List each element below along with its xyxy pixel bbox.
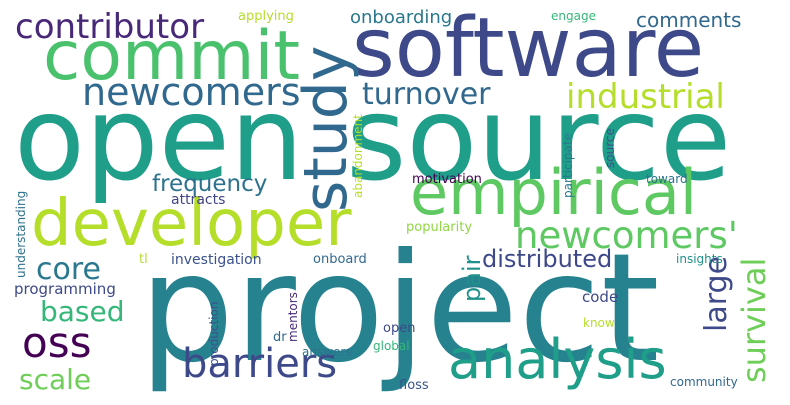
word-engage: engage bbox=[551, 9, 596, 23]
word-mentors: mentors bbox=[286, 292, 300, 342]
word-toward: toward bbox=[646, 172, 688, 186]
word-contributor: contributor bbox=[15, 7, 205, 47]
word-barriers: barriers bbox=[182, 341, 338, 387]
word-code: code bbox=[582, 288, 619, 306]
word-comments: comments bbox=[636, 8, 742, 32]
word-open-small: open bbox=[383, 321, 416, 336]
word-developer: developer bbox=[31, 187, 352, 261]
word-answers: answers bbox=[302, 345, 352, 359]
word-abandonment: abandonment bbox=[351, 114, 365, 198]
word-understanding: understanding bbox=[14, 190, 28, 278]
word-survival: survival bbox=[735, 257, 773, 383]
word-programming: programming bbox=[14, 280, 116, 298]
word-large: large bbox=[699, 255, 734, 332]
word-dr: dr bbox=[273, 330, 287, 345]
word-onboarding: onboarding bbox=[350, 7, 453, 28]
word-turnover: turnover bbox=[362, 77, 491, 112]
word-scale: scale bbox=[19, 363, 92, 396]
word-attracts: attracts bbox=[171, 192, 226, 208]
word-newcomers: newcomers bbox=[82, 70, 301, 114]
word-source-small: source bbox=[603, 128, 617, 168]
word-floss: floss bbox=[399, 378, 429, 393]
word-distributed: distributed bbox=[482, 245, 613, 273]
word-newcomers-possessive: newcomers' bbox=[515, 214, 738, 257]
word-core: core bbox=[36, 252, 101, 287]
word-production: production bbox=[207, 301, 221, 366]
word-motivation: motivation bbox=[412, 172, 482, 187]
word-commit: commit bbox=[43, 17, 301, 96]
word-insights: insights bbox=[676, 252, 723, 266]
word-oss: oss bbox=[22, 318, 92, 367]
word-analysis: analysis bbox=[448, 328, 667, 391]
word-know: know bbox=[583, 316, 615, 330]
word-global: global bbox=[373, 339, 410, 353]
word-applying: applying bbox=[238, 9, 294, 24]
word-community: community bbox=[670, 375, 738, 389]
word-tl: tl bbox=[139, 252, 148, 267]
word-source: source bbox=[346, 72, 732, 207]
word-participate: participate bbox=[561, 133, 575, 198]
word-study: study bbox=[291, 45, 361, 212]
word-frequency: frequency bbox=[152, 171, 268, 197]
word-empirical: empirical bbox=[410, 156, 698, 229]
word-onboard: onboard bbox=[313, 252, 367, 267]
word-open: open bbox=[14, 72, 304, 207]
word-project: project bbox=[139, 222, 660, 396]
word-investigation: investigation bbox=[171, 252, 262, 268]
word-industrial: industrial bbox=[566, 77, 725, 117]
word-popularity: popularity bbox=[406, 220, 473, 235]
word-based: based bbox=[40, 295, 125, 328]
word-pair: pair bbox=[458, 255, 486, 302]
word-software: software bbox=[352, 1, 705, 96]
